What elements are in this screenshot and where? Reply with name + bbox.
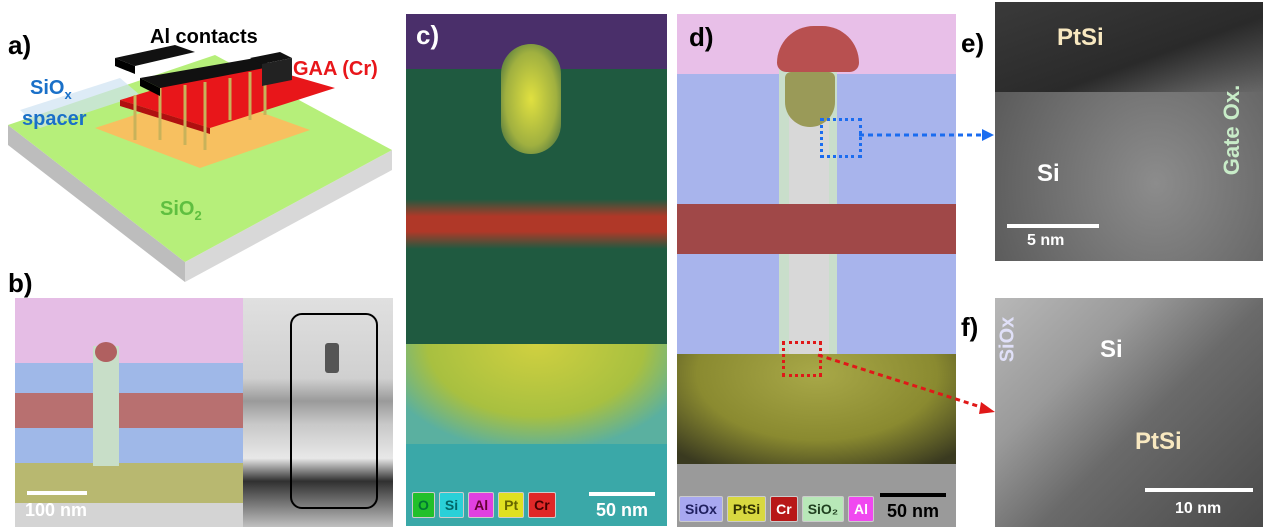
sio2-label: SiO2 <box>160 198 202 223</box>
panel-a-label: a) <box>8 30 32 60</box>
legend-siox: SiOx <box>679 496 723 522</box>
panel-b-scalebar <box>27 491 87 495</box>
legend-cr-d: Cr <box>770 496 798 522</box>
panel-a: a) Al contacts GAA (Cr) SiOx spacer SiO2 <box>0 0 400 285</box>
panel-e-si-label: Si <box>1037 160 1060 187</box>
panel-f-ptsi-label: PtSi <box>1135 428 1182 455</box>
legend-sio2: SiO₂ <box>801 496 845 522</box>
panel-b-scale-label: 100 nm <box>25 500 88 520</box>
panel-f-label: f) <box>961 312 979 342</box>
legend-cr: Cr <box>528 492 556 518</box>
red-zoom-box <box>782 341 822 377</box>
panel-d-scale-label: 50 nm <box>887 501 940 521</box>
siox-label: SiOx <box>30 77 72 102</box>
panel-e-image: PtSi Si Gate Ox. 5 nm <box>995 2 1263 261</box>
panel-c-image: c) O Si Al Pt Cr 50 nm <box>406 14 667 526</box>
panel-f-scalebar <box>1145 488 1253 492</box>
panel-e-label: e) <box>961 28 985 58</box>
panel-c-label: c) <box>416 20 440 50</box>
panel-f-siox-label: SiOx <box>996 316 1019 363</box>
legend-pt: Pt <box>498 492 525 518</box>
panel-e-gateox-label: Gate Ox. <box>1219 84 1245 176</box>
panel-f-image: SiOx Si PtSi 10 nm <box>995 298 1263 527</box>
panel-b-label: b) <box>8 268 33 298</box>
panel-d-image: d) SiOx PtSi Cr SiO₂ Al 50 nm <box>677 14 956 527</box>
panel-f-si-label: Si <box>1100 336 1123 363</box>
panel-d-legend: SiOx PtSi Cr SiO₂ Al <box>679 496 875 522</box>
gaa-label: GAA (Cr) <box>293 58 378 80</box>
panel-d-label: d) <box>689 22 714 52</box>
legend-al: Al <box>468 492 495 518</box>
panel-c-scale-label: 50 nm <box>596 500 649 520</box>
panel-e-scalebar <box>1007 224 1099 228</box>
panel-e-ptsi-label: PtSi <box>1057 24 1104 51</box>
panel-c-legend: O Si Al Pt Cr <box>412 492 556 518</box>
spacer-label: spacer <box>22 108 87 130</box>
panel-d-scalebar <box>880 493 946 497</box>
panel-f-scale-label: 10 nm <box>1175 500 1222 517</box>
legend-al-d: Al <box>848 496 875 522</box>
legend-ptsi: PtSi <box>726 496 767 522</box>
panel-b-image: 100 nm <box>15 298 393 527</box>
legend-o: O <box>412 492 435 518</box>
legend-si: Si <box>438 492 465 518</box>
blue-zoom-box <box>820 118 862 158</box>
panel-c-scalebar <box>589 492 655 496</box>
device-schematic <box>8 45 392 282</box>
panel-e-scale-label: 5 nm <box>1027 232 1065 249</box>
al-contacts-label: Al contacts <box>150 26 258 48</box>
